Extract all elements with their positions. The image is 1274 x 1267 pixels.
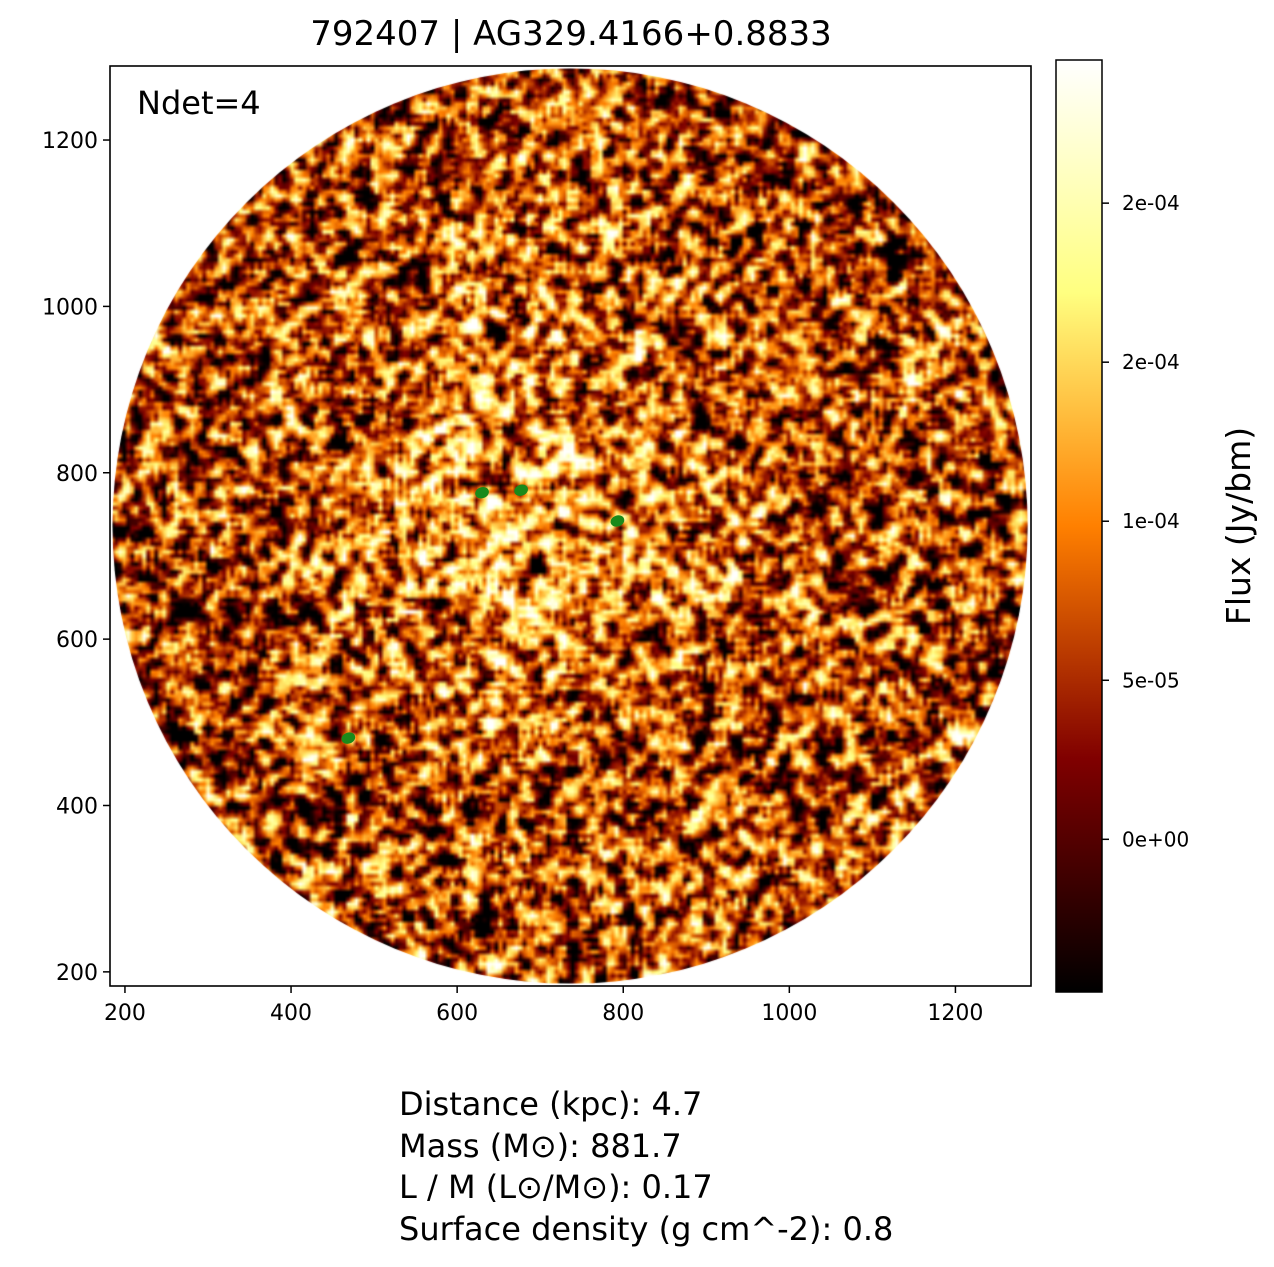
- mass-text: Mass (M⊙): 881.7: [399, 1126, 682, 1165]
- y-tick-label: 1000: [42, 295, 98, 320]
- x-tick-label: 800: [602, 1001, 644, 1026]
- colorbar-tick-label: 5e-05: [1122, 668, 1180, 692]
- x-tick-label: 1000: [761, 1001, 817, 1026]
- y-tick-label: 400: [56, 794, 98, 819]
- y-tick-label: 600: [56, 628, 98, 653]
- flux-image: [110, 66, 1031, 986]
- x-tick-label: 200: [104, 1001, 146, 1026]
- colorbar: [1055, 59, 1103, 993]
- light-to-mass-text: L / M (L⊙/M⊙): 0.17: [399, 1168, 713, 1206]
- colorbar-tick-label: 2e-04: [1122, 191, 1180, 215]
- y-tick-label: 200: [56, 961, 98, 986]
- detection-marker: [610, 515, 625, 527]
- distance-text: Distance (kpc): 4.7: [399, 1085, 703, 1123]
- x-tick-label: 600: [436, 1001, 478, 1026]
- x-tick-label: 1200: [927, 1001, 983, 1026]
- y-tick-label: 1200: [42, 129, 98, 154]
- chart-title: 792407 | AG329.4166+0.8833: [310, 14, 832, 54]
- colorbar-label: Flux (Jy/bm): [1219, 427, 1258, 625]
- detection-marker: [341, 732, 356, 744]
- detection-marker: [514, 484, 528, 496]
- colorbar-tick-label: 0e+00: [1122, 827, 1189, 851]
- colorbar-tick-label: 2e-04: [1122, 350, 1180, 374]
- source-info: Distance (kpc): 4.7 Mass (M⊙): 881.7 L /…: [399, 1084, 893, 1250]
- surface-density-text: Surface density (g cm^-2): 0.8: [399, 1209, 894, 1248]
- y-tick-label: 800: [56, 462, 98, 487]
- x-tick-label: 400: [270, 1001, 312, 1026]
- colorbar-tick-label: 1e-04: [1122, 509, 1180, 533]
- detection-marker: [475, 487, 489, 499]
- plot-frame: [109, 65, 1032, 987]
- ndet-annotation: Ndet=4: [137, 84, 261, 122]
